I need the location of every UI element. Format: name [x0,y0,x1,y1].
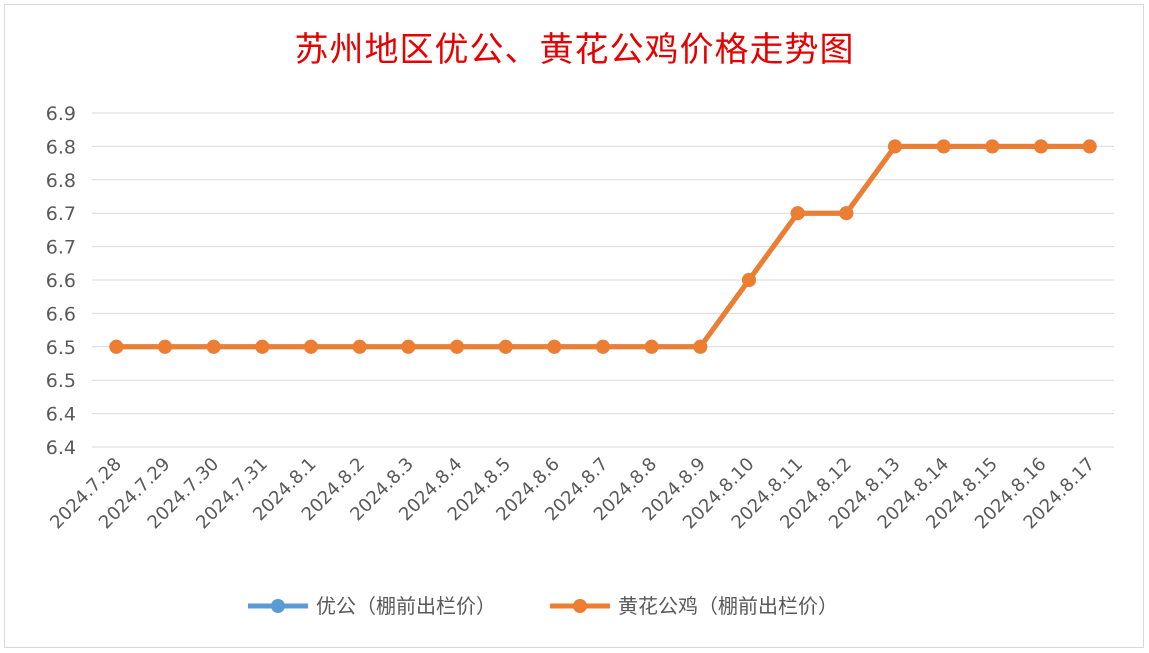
grid-lines [92,112,1114,448]
data-point [888,139,902,154]
data-point [1034,139,1048,154]
legend-label: 优公（棚前出栏价） [316,594,496,618]
y-tick-label: 6.7 [46,237,76,259]
chart-title: 苏州地区优公、黄花公鸡价格走势图 [294,30,855,70]
legend-swatch-marker [573,599,587,613]
data-point [401,339,416,354]
data-point [304,339,318,354]
x-axis-ticks: 2024.7.282024.7.292024.7.302024.7.312024… [46,454,1099,534]
data-point [790,206,805,221]
data-point [985,139,1000,154]
y-tick-label: 6.5 [46,370,76,392]
legend-label: 黄花公鸡（棚前出栏价） [618,594,838,618]
y-tick-label: 6.7 [46,203,76,225]
data-point [109,339,124,354]
legend: 优公（棚前出栏价） 黄花公鸡（棚前出栏价） [248,594,838,618]
data-point [742,273,756,287]
y-tick-label: 6.8 [46,136,76,158]
data-point [596,339,610,354]
data-point [450,339,464,354]
data-point [352,339,367,354]
y-tick-label: 6.4 [46,404,76,426]
data-point [693,339,708,354]
data-point [498,339,513,354]
data-point [1082,139,1097,154]
chart-frame [4,4,1144,648]
legend-swatch-marker [271,599,285,613]
data-point [206,339,221,354]
y-tick-label: 6.8 [46,170,76,192]
data-point [547,339,562,354]
y-tick-label: 6.5 [46,337,76,359]
data-point [936,139,951,154]
data-point [644,339,659,354]
y-tick-label: 6.9 [46,103,76,125]
y-axis-ticks: 6.9 6.8 6.8 6.7 6.7 6.6 6.6 6.5 6.5 6.4 6.4 [46,103,76,459]
data-point [255,339,270,354]
y-tick-label: 6.6 [46,270,76,292]
y-tick-label: 6.4 [46,437,76,459]
series-group [109,139,1097,354]
data-point [839,206,854,221]
data-point [158,339,172,354]
y-tick-label: 6.6 [46,303,76,325]
